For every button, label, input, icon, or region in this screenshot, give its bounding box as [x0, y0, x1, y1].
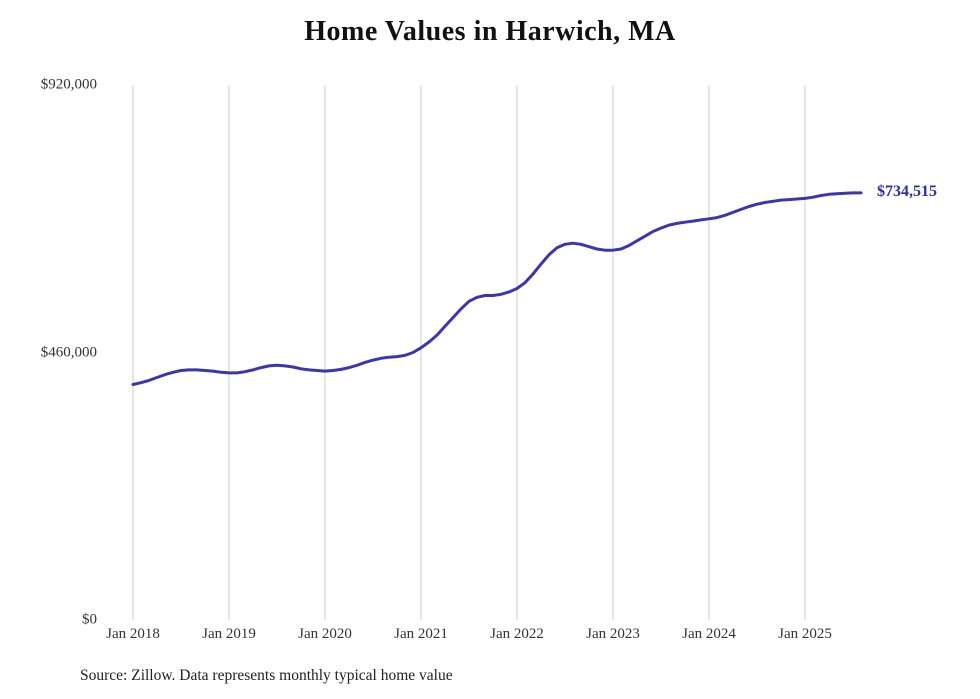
x-tick-label: Jan 2024	[682, 626, 736, 642]
x-tick-label: Jan 2023	[586, 626, 640, 642]
x-tick-label: Jan 2019	[202, 626, 256, 642]
home-value-line	[131, 191, 863, 386]
source-note: Source: Zillow. Data represents monthly …	[80, 667, 453, 684]
x-tick-label: Jan 2020	[298, 626, 352, 642]
chart-title: Home Values in Harwich, MA	[304, 16, 676, 47]
y-tick-label: $920,000	[40, 76, 97, 93]
x-tick-label: Jan 2025	[778, 626, 832, 642]
latest-value-label: $734,515	[877, 182, 937, 200]
y-tick-label: $460,000	[40, 344, 97, 360]
x-tick-label: Jan 2021	[394, 626, 448, 642]
x-tick-label: Jan 2022	[490, 626, 544, 642]
x-tick-label: Jan 2018	[106, 626, 160, 642]
y-tick-label: $0	[82, 611, 97, 628]
